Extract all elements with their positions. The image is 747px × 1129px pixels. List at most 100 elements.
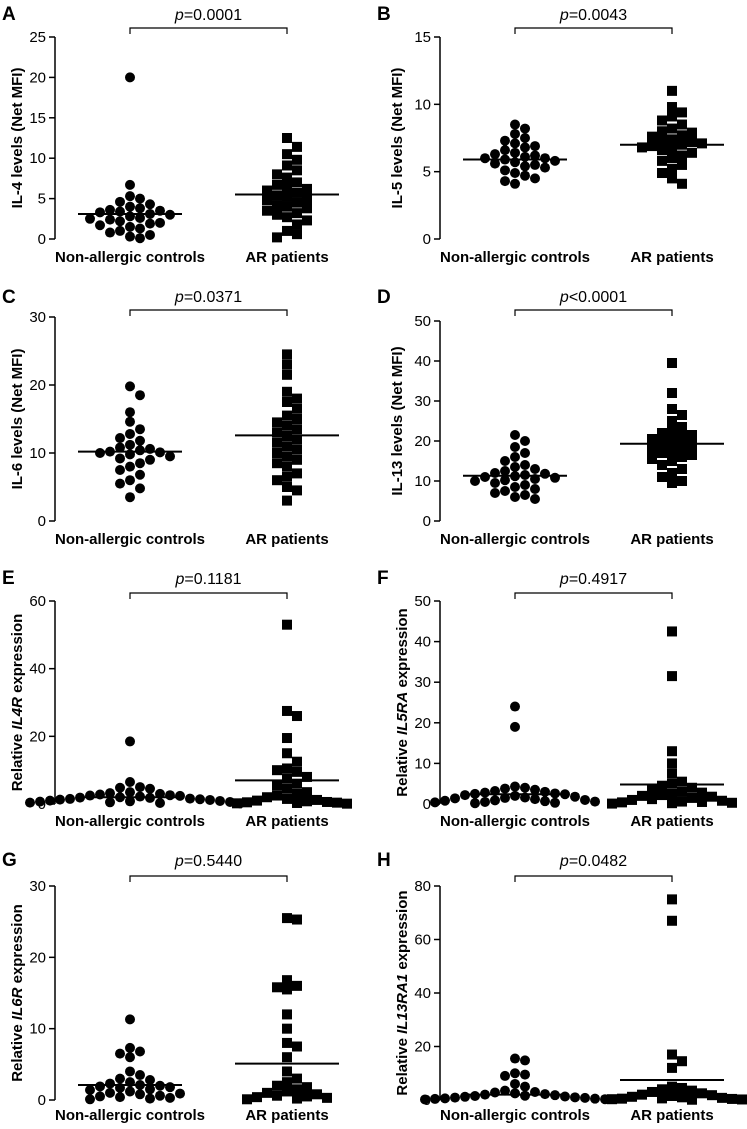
data-point-square — [637, 790, 647, 801]
data-point-square — [312, 1089, 322, 1100]
data-point-square — [657, 168, 667, 179]
data-point-square — [272, 417, 282, 428]
data-point-circle — [155, 1090, 165, 1101]
y-tick-label: 60 — [29, 593, 46, 610]
data-point-square — [657, 790, 667, 801]
data-point-circle — [135, 1070, 145, 1081]
data-point-circle — [125, 72, 135, 83]
data-point-square — [697, 796, 707, 807]
data-point-square — [657, 115, 667, 126]
data-point-circle — [470, 798, 480, 809]
data-point-square — [292, 403, 302, 414]
data-point-circle — [430, 1093, 440, 1104]
data-point-square — [657, 135, 667, 146]
data-point-circle — [480, 472, 490, 482]
data-point-circle — [95, 1081, 105, 1092]
data-point-square — [282, 763, 292, 774]
data-point-circle — [145, 783, 155, 794]
data-point-square — [677, 119, 687, 130]
data-point-square — [282, 783, 292, 794]
data-point-square — [302, 1082, 312, 1093]
data-point-square — [717, 1092, 727, 1103]
data-point-circle — [105, 788, 115, 799]
data-point-square — [272, 200, 282, 211]
data-point-circle — [195, 794, 205, 805]
data-point-square — [677, 776, 687, 787]
data-point-circle — [510, 442, 520, 452]
x-category-label: Non-allergic controls — [55, 249, 205, 266]
data-point-circle — [115, 225, 125, 236]
data-point-circle — [65, 793, 75, 804]
data-point-square — [677, 107, 687, 118]
data-point-square — [282, 913, 292, 924]
y-tick-label: 20 — [29, 949, 46, 966]
data-point-square — [282, 482, 292, 492]
data-point-square — [637, 142, 647, 153]
data-point-square — [282, 133, 292, 143]
data-point-circle — [510, 138, 520, 149]
data-point-square — [647, 784, 657, 795]
data-point-circle — [580, 1092, 590, 1103]
y-tick-label: 10 — [29, 1021, 46, 1038]
data-point-circle — [125, 777, 135, 788]
data-point-circle — [125, 492, 135, 503]
data-point-circle — [145, 1075, 155, 1086]
data-point-circle — [490, 478, 500, 488]
data-point-square — [272, 427, 282, 438]
data-point-square — [677, 796, 687, 807]
data-point-square — [292, 1041, 302, 1052]
data-point-square — [667, 111, 677, 122]
data-point-circle — [135, 424, 145, 435]
y-tick-label: 50 — [414, 313, 431, 330]
data-point-square — [667, 671, 677, 682]
x-category-label: AR patients — [630, 1107, 713, 1124]
data-point-circle — [125, 1052, 135, 1063]
data-point-circle — [205, 794, 215, 805]
data-point-circle — [155, 797, 165, 808]
data-point-square — [687, 792, 697, 803]
data-point-square — [717, 795, 727, 806]
x-category-label: AR patients — [630, 813, 713, 830]
y-tick-label: 20 — [414, 715, 431, 732]
p-value-label: p=0.5440 — [174, 853, 242, 870]
data-point-circle — [510, 168, 520, 179]
data-point-square — [667, 358, 677, 368]
data-point-circle — [440, 1093, 450, 1104]
data-point-circle — [95, 448, 105, 458]
data-point-square — [647, 131, 657, 142]
data-point-circle — [520, 782, 530, 793]
data-point-square — [302, 787, 312, 798]
data-point-circle — [135, 1046, 145, 1057]
significance-bracket — [129, 309, 288, 316]
data-point-square — [292, 141, 302, 152]
data-point-circle — [520, 448, 530, 458]
data-point-circle — [125, 1014, 135, 1025]
data-point-square — [302, 796, 312, 807]
data-point-circle — [520, 133, 530, 143]
data-point-circle — [185, 793, 195, 804]
data-point-circle — [510, 721, 520, 732]
data-point-circle — [25, 797, 35, 808]
x-category-label: Non-allergic controls — [55, 813, 205, 830]
data-point-circle — [115, 782, 125, 793]
data-point-circle — [115, 1073, 125, 1084]
y-tick-label: 30 — [414, 674, 431, 691]
data-point-square — [302, 203, 312, 214]
panel-letter: H — [377, 850, 391, 871]
data-point-square — [687, 1094, 697, 1105]
data-point-circle — [480, 787, 490, 798]
x-category-label: AR patients — [245, 1107, 328, 1124]
data-point-circle — [580, 794, 590, 805]
data-point-square — [302, 215, 312, 226]
y-tick-label: 10 — [414, 755, 431, 772]
data-point-square — [292, 229, 302, 240]
data-point-circle — [125, 191, 135, 202]
data-point-square — [647, 444, 657, 454]
y-axis-label: IL-6 levels (Net MFI) — [9, 349, 26, 490]
data-point-square — [282, 1077, 292, 1088]
data-point-circle — [155, 217, 165, 228]
data-point-square — [647, 434, 657, 444]
data-point-square — [727, 797, 737, 808]
data-point-circle — [480, 153, 490, 164]
